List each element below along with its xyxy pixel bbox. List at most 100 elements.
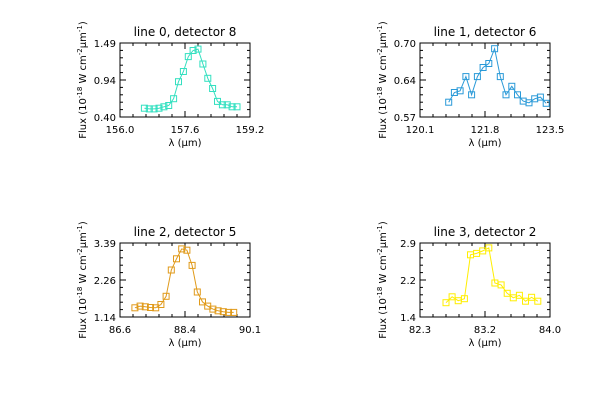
x-tick-label: 90.1: [239, 325, 261, 336]
y-axis-label: Flux (10-18 W cm-2μm-1): [376, 221, 389, 339]
data-point: [515, 291, 523, 299]
y-label-part: ): [78, 221, 89, 225]
data-point: [204, 74, 212, 82]
x-tick-label: 121.8: [471, 125, 500, 136]
data-point: [209, 305, 217, 313]
y-tick-label: 3.39: [94, 239, 116, 250]
data-point: [173, 255, 180, 263]
y-label-part: W cm: [78, 55, 89, 86]
y-label-superscript: -1: [376, 25, 384, 32]
data-point: [141, 303, 149, 311]
y-tick-label: 2.2: [400, 276, 416, 287]
y-label-part: Flux (10: [78, 98, 89, 139]
data-point: [193, 288, 201, 296]
y-label-part: μm: [378, 232, 389, 248]
x-tick-label: 84.0: [539, 325, 561, 336]
data-point: [445, 98, 453, 106]
y-label-superscript: -2: [76, 48, 84, 55]
y-label-superscript: -18: [376, 87, 384, 98]
data-point: [178, 245, 186, 253]
y-tick-label: 0.94: [94, 76, 116, 87]
y-label-part: Flux (10: [378, 98, 389, 139]
y-label-superscript: -2: [376, 248, 384, 255]
y-tick-label: 1.49: [94, 39, 116, 50]
data-point: [218, 101, 226, 109]
chart-panel-1: 120.1 121.8 123.5 0.57 0.64 0.70 line 1, detec…: [376, 21, 564, 149]
y-label-superscript: -18: [76, 287, 84, 298]
data-point: [150, 105, 158, 113]
data-point: [167, 266, 175, 274]
data-point: [514, 91, 521, 99]
data-point: [442, 299, 450, 307]
data-point: [147, 304, 154, 311]
data-point: [183, 246, 191, 254]
y-axis-label: Flux (10-18 W cm-2μm-1): [376, 21, 389, 139]
data-point: [160, 103, 168, 111]
x-axis-label: λ (μm): [468, 338, 501, 349]
data-point: [502, 91, 510, 99]
data-point: [175, 78, 182, 86]
data-point: [179, 68, 187, 75]
data-point: [503, 289, 511, 297]
x-axis-label: λ (μm): [468, 138, 501, 149]
data-point: [491, 45, 499, 53]
y-tick-label: 0.40: [94, 113, 116, 124]
x-axis-label: λ (μm): [168, 138, 201, 149]
y-label-part: W cm: [378, 55, 389, 86]
y-label-part: μm: [78, 232, 89, 248]
data-point: [233, 103, 241, 111]
y-tick-label: 0.57: [394, 113, 416, 124]
data-point: [209, 85, 217, 92]
x-tick-label: 86.6: [109, 325, 131, 336]
data-point: [155, 104, 163, 112]
y-tick-label: 2.9: [400, 239, 416, 250]
y-label-superscript: -18: [76, 87, 84, 98]
y-label-part: ): [78, 21, 89, 25]
data-point: [228, 103, 236, 111]
data-point: [140, 104, 148, 112]
data-point: [485, 60, 493, 67]
data-point: [199, 298, 206, 306]
y-tick-label: 1.4: [400, 313, 416, 324]
y-label-superscript: -18: [376, 287, 384, 298]
y-tick-label: 0.64: [394, 76, 416, 87]
data-point: [188, 261, 196, 269]
x-axis-label: λ (μm): [168, 338, 201, 349]
x-tick-label: 156.0: [106, 125, 135, 136]
data-point: [496, 73, 504, 81]
chart-title: line 3, detector 2: [434, 225, 537, 239]
chart-panel-3: 82.3 83.2 84.0 1.4 2.2 2.9 line 3, detector 2 λ…: [376, 221, 561, 349]
data-point: [189, 47, 197, 54]
data-point: [485, 244, 493, 252]
y-label-part: Flux (10: [378, 298, 389, 339]
data-point: [219, 308, 227, 316]
data-point: [184, 53, 192, 61]
data-point: [542, 99, 550, 107]
data-point: [525, 99, 533, 107]
y-label-superscript: -2: [76, 248, 84, 255]
y-label-superscript: -1: [76, 25, 84, 32]
chart-panel-2: 86.6 88.4 90.1 1.14 2.26 3.39 line 2, detector…: [76, 221, 261, 349]
x-tick-label: 120.1: [406, 125, 435, 136]
data-point: [448, 293, 456, 301]
data-point: [508, 82, 516, 90]
data-point: [528, 293, 536, 301]
data-point: [199, 60, 207, 68]
y-tick-label: 1.14: [94, 313, 116, 324]
data-point: [497, 281, 505, 289]
chart-title: line 0, detector 8: [134, 25, 237, 39]
data-point: [223, 101, 231, 109]
x-tick-label: 123.5: [536, 125, 565, 136]
x-tick-label: 83.2: [474, 325, 496, 336]
y-label-part: W cm: [378, 255, 389, 286]
data-point: [145, 105, 153, 113]
y-axis-label: Flux (10-18 W cm-2μm-1): [76, 21, 89, 139]
x-tick-label: 82.3: [409, 325, 431, 336]
data-point: [162, 292, 170, 300]
y-label-part: μm: [78, 32, 89, 48]
x-tick-label: 157.6: [171, 125, 200, 136]
data-point: [534, 297, 542, 305]
data-point: [214, 307, 222, 315]
data-point: [225, 308, 232, 316]
